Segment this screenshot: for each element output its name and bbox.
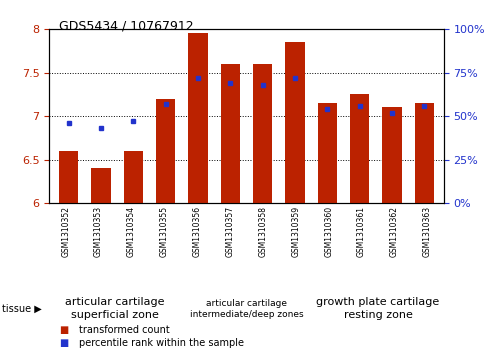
Text: GSM1310359: GSM1310359 xyxy=(291,206,300,257)
Text: GSM1310357: GSM1310357 xyxy=(226,206,235,257)
Text: GSM1310358: GSM1310358 xyxy=(258,206,267,257)
Bar xyxy=(415,103,434,203)
Bar xyxy=(285,42,305,203)
Bar xyxy=(59,151,78,203)
Bar xyxy=(221,64,240,203)
Text: GSM1310360: GSM1310360 xyxy=(324,206,333,257)
Text: GSM1310353: GSM1310353 xyxy=(94,206,103,257)
Text: GSM1310354: GSM1310354 xyxy=(127,206,136,257)
Text: GSM1310356: GSM1310356 xyxy=(193,206,202,257)
Text: ■: ■ xyxy=(59,325,69,335)
Text: articular cartilage
superficial zone: articular cartilage superficial zone xyxy=(65,297,165,320)
Text: GSM1310352: GSM1310352 xyxy=(61,206,70,257)
Bar xyxy=(350,94,369,203)
Text: percentile rank within the sample: percentile rank within the sample xyxy=(79,338,244,348)
Text: ■: ■ xyxy=(59,338,69,348)
Text: GSM1310355: GSM1310355 xyxy=(160,206,169,257)
Text: transformed count: transformed count xyxy=(79,325,170,335)
Bar xyxy=(317,103,337,203)
Bar xyxy=(188,33,208,203)
Bar xyxy=(156,99,176,203)
Text: GSM1310362: GSM1310362 xyxy=(390,206,399,257)
Bar xyxy=(91,168,111,203)
Text: articular cartilage
intermediate/deep zones: articular cartilage intermediate/deep zo… xyxy=(190,298,303,319)
Text: tissue ▶: tissue ▶ xyxy=(2,303,42,314)
Text: GDS5434 / 10767912: GDS5434 / 10767912 xyxy=(59,20,194,33)
Bar xyxy=(382,107,402,203)
Text: growth plate cartilage
resting zone: growth plate cartilage resting zone xyxy=(317,297,440,320)
Bar xyxy=(124,151,143,203)
Text: GSM1310363: GSM1310363 xyxy=(423,206,432,257)
Bar xyxy=(253,64,272,203)
Text: GSM1310361: GSM1310361 xyxy=(357,206,366,257)
